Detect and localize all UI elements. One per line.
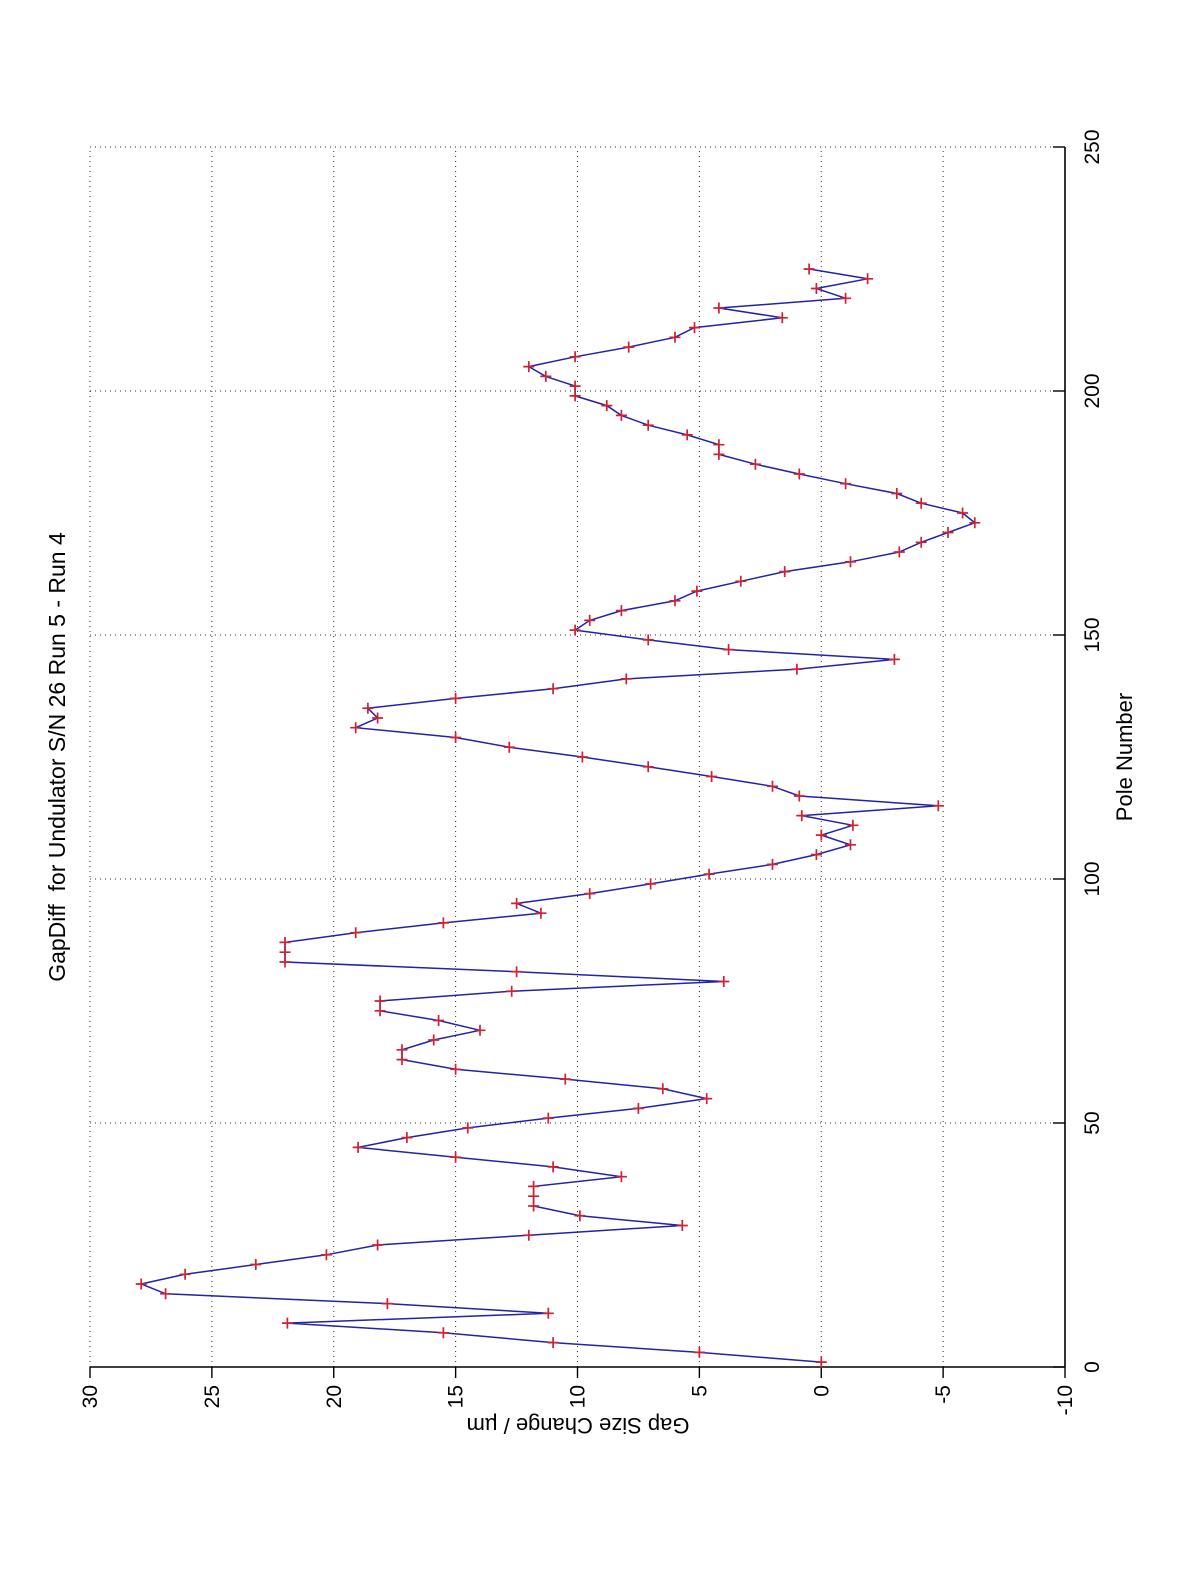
svg-text:-5: -5 bbox=[932, 1385, 955, 1404]
svg-text:20: 20 bbox=[323, 1385, 346, 1408]
y-axis-label: Gap Size Change / µm bbox=[466, 1413, 690, 1438]
svg-text:30: 30 bbox=[79, 1385, 102, 1408]
svg-text:15: 15 bbox=[445, 1385, 468, 1408]
svg-text:100: 100 bbox=[1081, 861, 1104, 896]
svg-text:0: 0 bbox=[810, 1385, 833, 1397]
svg-text:0: 0 bbox=[1081, 1361, 1104, 1373]
x-axis-label: Pole Number bbox=[1112, 692, 1137, 822]
svg-text:250: 250 bbox=[1081, 129, 1104, 164]
chart-title: GapDiff for Undulator S/N 26 Run 5 - Run… bbox=[44, 532, 70, 982]
svg-text:-10: -10 bbox=[1054, 1385, 1077, 1415]
svg-text:25: 25 bbox=[201, 1385, 224, 1408]
svg-text:150: 150 bbox=[1081, 617, 1104, 652]
svg-text:200: 200 bbox=[1081, 373, 1104, 408]
svg-text:50: 50 bbox=[1081, 1111, 1104, 1134]
svg-text:5: 5 bbox=[688, 1385, 711, 1397]
svg-text:10: 10 bbox=[567, 1385, 590, 1408]
